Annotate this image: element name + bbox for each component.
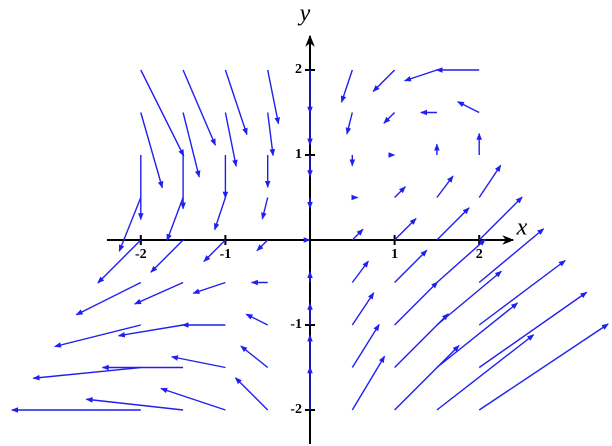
vector-arrow: [182, 69, 216, 146]
vector-arrow: [140, 112, 164, 189]
vector-arrow: [351, 260, 369, 283]
tick-label: -2: [290, 402, 302, 417]
vector-arrow: [478, 164, 502, 198]
vector-arrow: [118, 197, 142, 252]
vector-arrow: [394, 186, 406, 198]
vector-arrow: [436, 334, 535, 411]
vector-arrow: [345, 112, 353, 135]
vector-arrow: [170, 355, 226, 369]
vector-arrow: [224, 69, 248, 136]
vector-arrow: [192, 281, 226, 294]
tick-label: -1: [290, 317, 302, 332]
vector-arrow: [160, 387, 226, 411]
vector-arrow: [351, 355, 386, 411]
vector-arrow: [213, 197, 227, 231]
tick-label: 2: [295, 62, 302, 77]
vector-arrow: [140, 69, 185, 157]
vector-arrow: [182, 112, 201, 178]
tick-label: 1: [295, 147, 302, 162]
vector-arrow: [134, 281, 184, 305]
vector-arrow: [436, 238, 486, 284]
vector-arrow: [166, 197, 184, 242]
vector-arrow: [203, 239, 226, 262]
vector-arrow: [394, 249, 428, 283]
vector-arrow: [403, 69, 438, 82]
vector-arrow: [394, 218, 417, 241]
vector-arrow: [383, 112, 396, 124]
y-axis-label: y: [298, 1, 311, 27]
tick-label: -1: [220, 247, 232, 262]
vector-arrow: [240, 345, 269, 369]
vector-arrow: [117, 324, 184, 338]
vector-arrow: [478, 291, 588, 369]
vector-arrow: [150, 239, 184, 273]
vector-arrow: [224, 112, 238, 167]
vector-arrow: [478, 323, 609, 411]
vector-arrow: [436, 302, 519, 369]
vector-arrow: [234, 377, 269, 411]
vector-arrow: [394, 313, 449, 368]
vector-arrow: [436, 175, 454, 198]
vector-arrow: [267, 69, 280, 125]
tick-label: 1: [391, 247, 398, 262]
vector-field: [11, 67, 609, 413]
vector-arrow: [256, 239, 269, 252]
vector-arrow: [436, 270, 502, 326]
vector-arrow: [54, 324, 141, 348]
vector-arrow: [32, 366, 141, 381]
vector-arrow: [478, 196, 523, 241]
tick-label: -2: [135, 247, 147, 262]
vector-arrow: [478, 228, 545, 284]
vector-arrow: [394, 345, 460, 411]
vector-arrow: [351, 323, 380, 368]
vector-arrow: [85, 397, 184, 411]
vector-arrow: [340, 69, 353, 103]
vector-arrow: [372, 69, 396, 92]
vector-arrow: [351, 292, 375, 326]
x-axis-label: x: [516, 215, 528, 241]
vector-arrow: [245, 313, 269, 326]
labels: x y -2 -1 1 2 -2 -1 1 2: [135, 1, 528, 418]
vector-arrow: [75, 281, 142, 316]
vector-arrow: [478, 259, 566, 326]
vector-arrow: [351, 228, 364, 241]
vector-arrow: [267, 112, 276, 157]
vector-arrow: [457, 101, 480, 114]
vector-arrow: [261, 197, 269, 220]
vector-arrow: [436, 207, 470, 241]
vector-arrow: [97, 239, 142, 284]
vector-arrow: [394, 281, 439, 326]
tick-label: 2: [476, 247, 483, 262]
